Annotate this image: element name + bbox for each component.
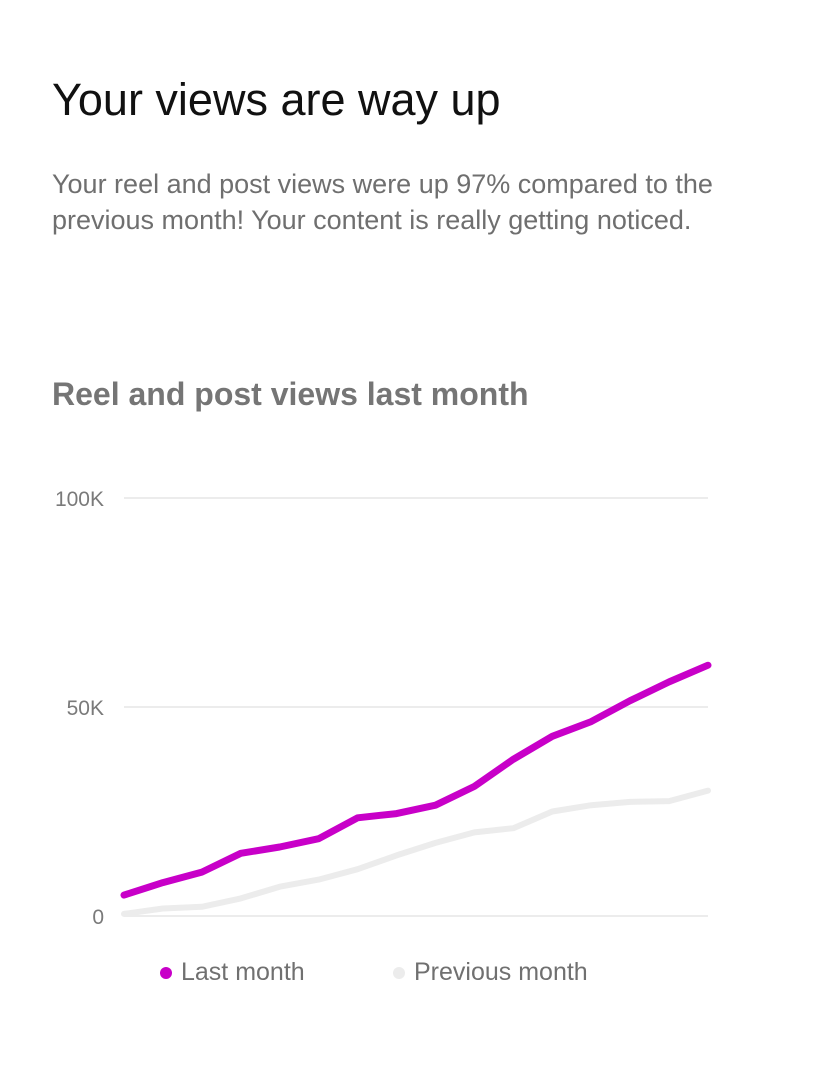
legend-item-last-month: Last month [160, 958, 305, 987]
views-line-chart: 0 50K 100K [55, 488, 712, 929]
legend-dot-previous-month [393, 966, 405, 979]
legend-dot-last-month [160, 966, 172, 979]
legend-label-last-month: Last month [181, 958, 305, 986]
y-tick-label-50k: 50K [67, 697, 104, 720]
series-line-previous-month [121, 787, 711, 917]
y-tick-label-100k: 100K [55, 488, 104, 511]
y-tick-label-0: 0 [92, 906, 104, 929]
series-line-last-month [120, 661, 712, 899]
page-title: Your views are way up [52, 74, 501, 125]
chart-title: Reel and post views last month [52, 376, 529, 412]
summary-text: Your reel and post views were up 97% com… [52, 169, 713, 235]
legend-item-previous-month: Previous month [393, 958, 588, 987]
chart-legend: Last month Previous month [0, 958, 828, 994]
legend-label-previous-month: Previous month [414, 958, 588, 986]
